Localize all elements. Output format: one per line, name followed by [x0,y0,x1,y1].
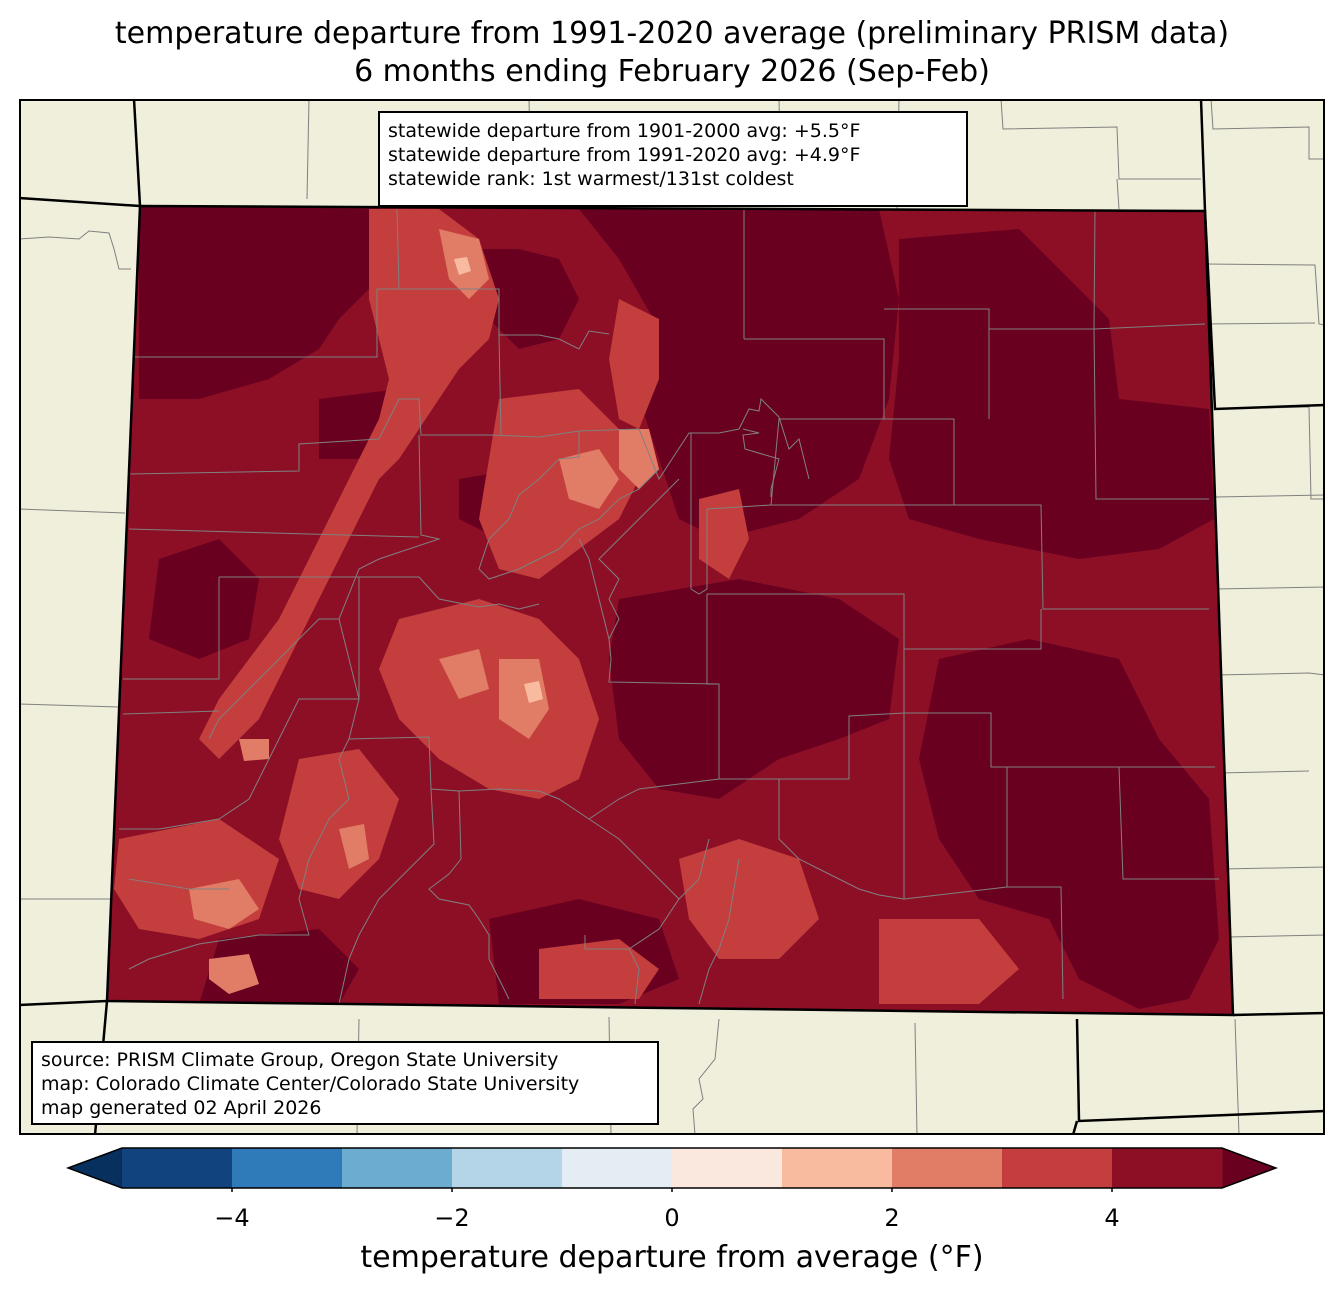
colorado-temperature-map [19,99,1325,1135]
colorbar [66,1147,1278,1192]
stats-departure-1901-2000: statewide departure from 1901-2000 avg: … [388,120,861,142]
colorbar-under-arrow [68,1148,122,1188]
source-credit: source: PRISM Climate Group, Oregon Stat… [41,1049,559,1071]
map-credit: map: Colorado Climate Center/Colorado St… [41,1073,580,1095]
colorbar-tick-label: −4 [214,1204,250,1232]
colorbar-bin [1112,1148,1223,1188]
map-title-line-1: temperature departure from 1991-2020 ave… [114,16,1230,51]
colorbar-bin [452,1148,563,1188]
colorbar-tick-label: 2 [884,1204,900,1232]
map-generated-date: map generated 02 April 2026 [41,1097,322,1119]
colorbar-tick-label: 4 [1104,1204,1120,1232]
colorbar-tick-label: −2 [434,1204,470,1232]
colorbar-bin [672,1148,783,1188]
colorbar-label: temperature departure from average (°F) [360,1240,984,1275]
colorbar-bin [782,1148,893,1188]
source-credits-box: source: PRISM Climate Group, Oregon Stat… [31,1041,659,1125]
statewide-stats-box: statewide departure from 1901-2000 avg: … [378,111,968,207]
colorbar-tick-label: 0 [664,1204,680,1232]
colorbar-bin [892,1148,1003,1188]
colorbar-bin [232,1148,343,1188]
colorbar-over-arrow [1222,1148,1276,1188]
colorbar-bin [1002,1148,1113,1188]
colorado-county-lines [119,208,1219,1005]
temperature-field [107,206,1233,1015]
map-frame [19,99,1325,1135]
stats-departure-1991-2020: statewide departure from 1991-2020 avg: … [388,144,861,166]
colorbar-bin [122,1148,233,1188]
map-title-line-2: 6 months ending February 2026 (Sep-Feb) [354,54,990,89]
colorbar-bin [562,1148,673,1188]
colorbar-outline [66,1147,1278,1189]
colorbar-bin [342,1148,453,1188]
stats-rank: statewide rank: 1st warmest/131st coldes… [388,168,794,190]
